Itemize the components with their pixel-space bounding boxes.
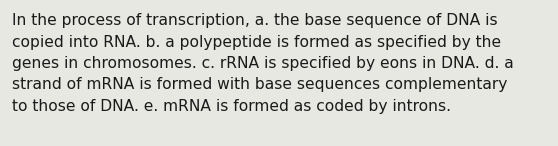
Text: In the process of transcription, a. the base sequence of DNA is: In the process of transcription, a. the … [12,13,498,28]
Text: copied into RNA. b. a polypeptide is formed as specified by the: copied into RNA. b. a polypeptide is for… [12,34,501,49]
Text: to those of DNA. e. mRNA is formed as coded by introns.: to those of DNA. e. mRNA is formed as co… [12,99,451,114]
Text: genes in chromosomes. c. rRNA is specified by eons in DNA. d. a: genes in chromosomes. c. rRNA is specifi… [12,56,514,71]
Text: strand of mRNA is formed with base sequences complementary: strand of mRNA is formed with base seque… [12,78,507,93]
